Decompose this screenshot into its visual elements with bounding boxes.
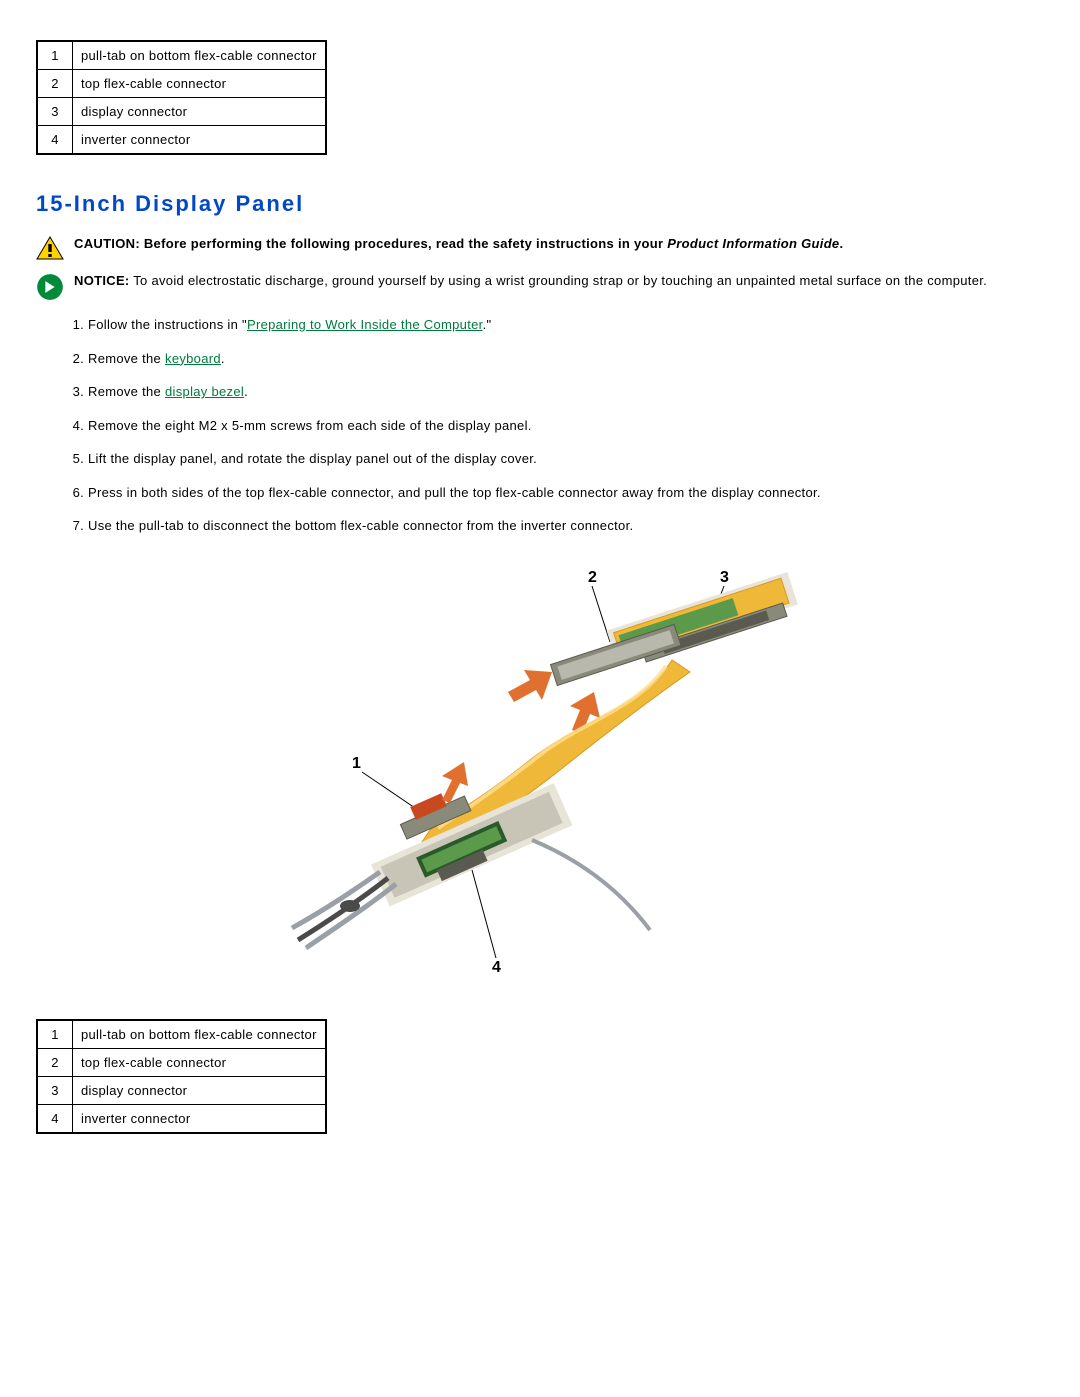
table-row: 3 display connector	[37, 98, 326, 126]
step-text: .	[221, 351, 225, 366]
instruction-step: Press in both sides of the top flex-cabl…	[88, 483, 1044, 503]
legend-table-bottom: 1 pull-tab on bottom flex-cable connecto…	[36, 1019, 327, 1134]
table-row: 4 inverter connector	[37, 126, 326, 155]
instruction-step: Remove the keyboard.	[88, 349, 1044, 369]
caution-text: CAUTION: Before performing the following…	[74, 235, 1044, 254]
notice-lead: NOTICE:	[74, 273, 130, 288]
callout-1: 1	[352, 755, 361, 772]
instruction-step: Follow the instructions in "Preparing to…	[88, 315, 1044, 335]
legend-num: 4	[37, 1104, 73, 1133]
legend-label: top flex-cable connector	[73, 70, 326, 98]
caution-lead: CAUTION:	[74, 236, 140, 251]
notice-alert: NOTICE: To avoid electrostatic discharge…	[36, 272, 1044, 297]
instruction-step: Remove the display bezel.	[88, 382, 1044, 402]
table-row: 2 top flex-cable connector	[37, 70, 326, 98]
callout-4: 4	[492, 959, 501, 976]
legend-label: inverter connector	[73, 1104, 326, 1133]
diagram-container: 2 3 1 4	[36, 560, 1044, 983]
notice-icon	[36, 273, 64, 297]
legend-label: top flex-cable connector	[73, 1048, 326, 1076]
section-title: 15-Inch Display Panel	[36, 191, 1044, 217]
instruction-list: Follow the instructions in "Preparing to…	[36, 315, 1044, 536]
table-row: 4 inverter connector	[37, 1104, 326, 1133]
notice-text: NOTICE: To avoid electrostatic discharge…	[74, 272, 1044, 291]
step-text: ."	[483, 317, 492, 332]
table-row: 2 top flex-cable connector	[37, 1048, 326, 1076]
legend-num: 4	[37, 126, 73, 155]
link-display-bezel[interactable]: display bezel	[165, 384, 244, 399]
caution-body-a: Before performing the following procedur…	[140, 236, 667, 251]
callout-3: 3	[720, 569, 729, 586]
legend-num: 1	[37, 41, 73, 70]
instruction-step: Lift the display panel, and rotate the d…	[88, 449, 1044, 469]
caution-italic: Product Information Guide	[667, 236, 839, 251]
link-keyboard[interactable]: keyboard	[165, 351, 221, 366]
callout-2: 2	[588, 569, 597, 586]
legend-label: pull-tab on bottom flex-cable connector	[73, 41, 326, 70]
table-row: 1 pull-tab on bottom flex-cable connecto…	[37, 41, 326, 70]
table-row: 3 display connector	[37, 1076, 326, 1104]
legend-table-top: 1 pull-tab on bottom flex-cable connecto…	[36, 40, 327, 155]
caution-icon	[36, 236, 64, 260]
step-text: Follow the instructions in "	[88, 317, 247, 332]
step-text: .	[244, 384, 248, 399]
legend-num: 3	[37, 1076, 73, 1104]
instruction-step: Remove the eight M2 x 5-mm screws from e…	[88, 416, 1044, 436]
caution-body-b: .	[839, 236, 843, 251]
legend-label: pull-tab on bottom flex-cable connector	[73, 1020, 326, 1049]
legend-label: inverter connector	[73, 126, 326, 155]
legend-num: 2	[37, 70, 73, 98]
table-row: 1 pull-tab on bottom flex-cable connecto…	[37, 1020, 326, 1049]
legend-label: display connector	[73, 1076, 326, 1104]
legend-num: 3	[37, 98, 73, 126]
link-preparing[interactable]: Preparing to Work Inside the Computer	[247, 317, 483, 332]
notice-body: To avoid electrostatic discharge, ground…	[130, 273, 988, 288]
connector-diagram: 2 3 1 4	[280, 560, 800, 980]
legend-num: 2	[37, 1048, 73, 1076]
caution-alert: CAUTION: Before performing the following…	[36, 235, 1044, 260]
legend-num: 1	[37, 1020, 73, 1049]
step-text: Remove the	[88, 351, 165, 366]
legend-label: display connector	[73, 98, 326, 126]
instruction-step: Use the pull-tab to disconnect the botto…	[88, 516, 1044, 536]
step-text: Remove the	[88, 384, 165, 399]
